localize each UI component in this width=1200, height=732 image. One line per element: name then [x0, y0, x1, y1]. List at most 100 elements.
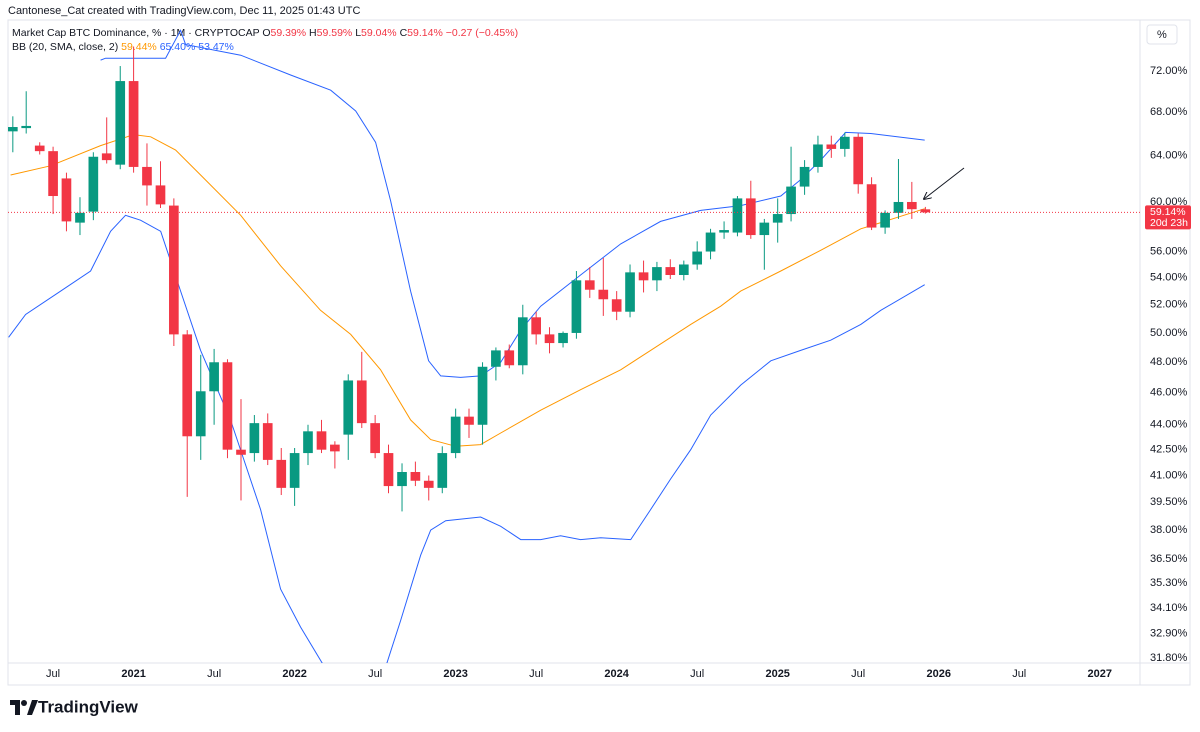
y-tick-label: 39.50% — [1150, 496, 1188, 508]
last-price-label: 59.14% — [1150, 206, 1186, 218]
candle-body — [571, 280, 582, 333]
candle-body — [504, 350, 515, 366]
plot-area — [8, 29, 1140, 663]
candle-body — [289, 453, 300, 488]
band-line — [8, 214, 925, 663]
y-tick-label: 42.50% — [1150, 444, 1188, 456]
countdown-label: 20d 23h — [1150, 217, 1188, 229]
candle-body — [477, 366, 488, 425]
candle-body — [195, 391, 206, 437]
candle-body — [719, 230, 729, 233]
ohlc-key: O — [262, 27, 270, 39]
candle-body — [813, 144, 823, 167]
candle-body — [410, 471, 421, 481]
arrow-annotation — [924, 167, 965, 199]
y-tick-label: 72.00% — [1150, 65, 1188, 77]
candle-body — [893, 201, 904, 213]
candle-body — [48, 151, 58, 197]
candle-body — [826, 144, 837, 149]
candle-body — [343, 380, 354, 435]
ohlc-value: 59.14% — [407, 27, 443, 39]
candle-body — [732, 198, 743, 233]
candle-body — [920, 209, 931, 213]
x-tick-label: 2024 — [604, 668, 629, 680]
x-tick-label: 2022 — [282, 668, 306, 680]
candle-body — [745, 198, 756, 236]
x-tick-label: 2025 — [765, 668, 789, 680]
candle-body — [303, 431, 313, 454]
y-tick-label: 34.10% — [1150, 602, 1188, 614]
y-tick-label: 36.50% — [1150, 553, 1188, 565]
change: −0.27 (−0.45%) — [446, 27, 518, 39]
candle-body — [101, 153, 112, 161]
candle-body — [638, 272, 649, 281]
y-tick-label: 60.00% — [1150, 196, 1188, 208]
x-tick-label: 2026 — [926, 668, 950, 680]
brand-logo — [10, 700, 38, 715]
candle-body — [222, 362, 233, 450]
y-tick-label: 44.00% — [1150, 419, 1188, 431]
candle-body — [61, 178, 72, 222]
symbol-legend: Market Cap BTC Dominance, % · 1M · CRYPT… — [12, 27, 518, 39]
y-tick-label: 68.00% — [1150, 106, 1188, 118]
candle-body — [558, 332, 568, 344]
ohlc-key: C — [400, 27, 408, 39]
candle-body — [692, 251, 703, 265]
candle-body — [840, 136, 850, 149]
y-tick-label: 41.00% — [1150, 469, 1188, 481]
candle-body — [276, 459, 287, 488]
candle-body — [772, 214, 783, 223]
band-line — [100, 29, 925, 378]
attribution: Cantonese_Cat created with TradingView.c… — [8, 5, 360, 17]
ohlc-value: 59.39% — [271, 27, 307, 39]
candle-body — [8, 127, 18, 132]
candle-body — [115, 81, 126, 165]
symbol-title: Market Cap BTC Dominance, % · 1M · CRYPT… — [12, 27, 260, 39]
candle-body — [330, 444, 340, 452]
candle-body — [182, 334, 193, 437]
candle-body — [705, 232, 716, 252]
y-tick-label: 38.00% — [1150, 524, 1188, 536]
candle-body — [423, 480, 434, 488]
candle-body — [142, 166, 152, 186]
candle-body — [517, 317, 528, 366]
candle-body — [262, 423, 273, 460]
y-tick-label: 64.00% — [1150, 150, 1188, 162]
candle-body — [853, 136, 864, 185]
y-tick-label: 52.00% — [1150, 299, 1188, 311]
ohlc-value: 59.59% — [317, 27, 353, 39]
candle-body — [397, 471, 407, 487]
candle-body — [236, 449, 246, 455]
candle-body — [169, 205, 179, 335]
y-tick-label: 54.00% — [1150, 272, 1188, 284]
indicator-value: 59.44% — [121, 41, 157, 53]
ohlc-key: H — [309, 27, 317, 39]
candle-body — [611, 299, 622, 312]
brand-name: TradingView — [38, 697, 139, 716]
percent-button[interactable] — [1146, 24, 1178, 45]
candle-body — [464, 416, 474, 425]
candle-body — [786, 186, 796, 215]
x-tick-label: Jul — [529, 668, 543, 680]
candle-body — [88, 156, 99, 212]
candle-body — [866, 184, 877, 228]
x-tick-label: Jul — [46, 668, 60, 680]
y-tick-label: 46.00% — [1150, 387, 1188, 399]
x-tick-label: Jul — [1012, 668, 1026, 680]
x-tick-label: Jul — [207, 668, 221, 680]
x-tick-label: 2023 — [443, 668, 467, 680]
percent-button-label[interactable]: % — [1157, 29, 1167, 41]
candle-body — [75, 212, 85, 223]
y-tick-label: 32.90% — [1150, 627, 1188, 639]
x-tick-label: Jul — [851, 668, 865, 680]
indicator-legend: BB (20, SMA, close, 2) 59.44% 65.40% 53.… — [12, 41, 234, 53]
candle-body — [625, 272, 635, 312]
candle-body — [906, 201, 917, 210]
candle-body — [665, 267, 676, 276]
y-tick-label: 56.00% — [1150, 245, 1188, 257]
candle-body — [544, 334, 555, 344]
y-tick-label: 35.30% — [1150, 577, 1188, 589]
candle-body — [531, 317, 541, 335]
indicator-value: 53.47% — [198, 41, 234, 53]
